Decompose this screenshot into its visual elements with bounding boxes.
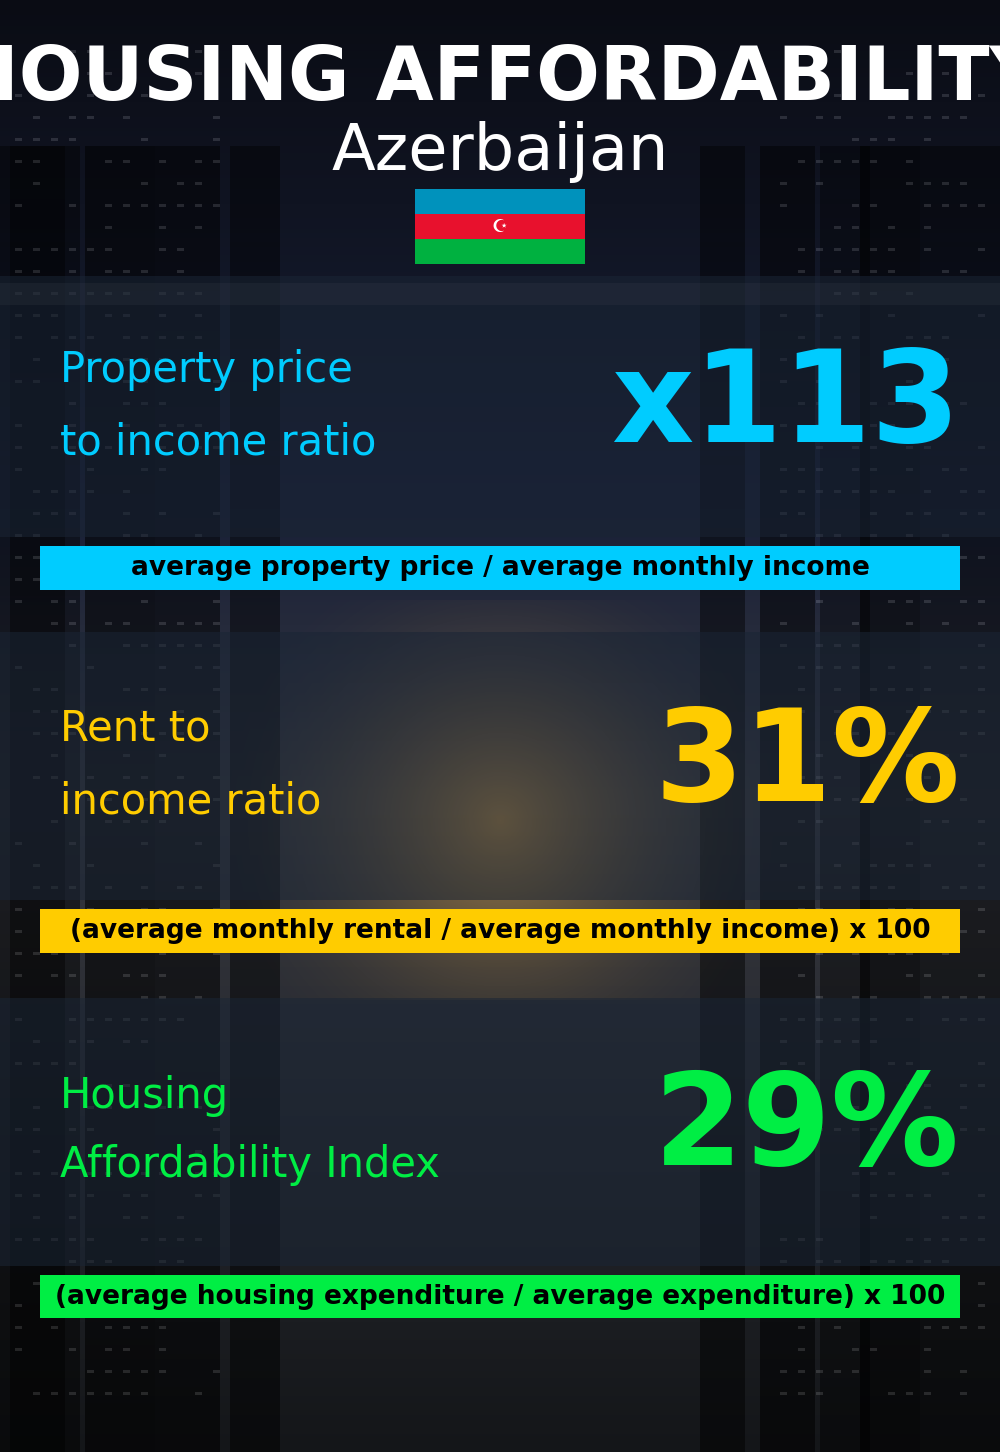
- FancyBboxPatch shape: [0, 632, 1000, 900]
- Text: Rent to: Rent to: [60, 709, 210, 749]
- Text: (average housing expenditure / average expenditure) x 100: (average housing expenditure / average e…: [55, 1284, 945, 1310]
- FancyBboxPatch shape: [415, 213, 585, 240]
- Text: x113: x113: [611, 344, 960, 469]
- Text: 31%: 31%: [654, 703, 960, 828]
- Text: Affordability Index: Affordability Index: [60, 1144, 440, 1185]
- FancyBboxPatch shape: [415, 240, 585, 264]
- FancyBboxPatch shape: [40, 1275, 960, 1318]
- Text: (average monthly rental / average monthly income) x 100: (average monthly rental / average monthl…: [70, 918, 930, 944]
- FancyBboxPatch shape: [40, 546, 960, 590]
- Text: 29%: 29%: [654, 1067, 960, 1192]
- Text: Housing: Housing: [60, 1076, 229, 1117]
- Text: HOUSING AFFORDABILITY: HOUSING AFFORDABILITY: [0, 44, 1000, 116]
- FancyBboxPatch shape: [40, 909, 960, 953]
- FancyBboxPatch shape: [0, 276, 1000, 537]
- FancyBboxPatch shape: [415, 189, 585, 213]
- Text: Property price: Property price: [60, 350, 353, 391]
- Text: average property price / average monthly income: average property price / average monthly…: [131, 555, 869, 581]
- FancyBboxPatch shape: [0, 998, 1000, 1266]
- Text: ☪: ☪: [492, 218, 508, 235]
- FancyBboxPatch shape: [0, 283, 1000, 305]
- Text: to income ratio: to income ratio: [60, 423, 376, 463]
- Text: Azerbaijan: Azerbaijan: [331, 122, 669, 183]
- Text: income ratio: income ratio: [60, 781, 321, 822]
